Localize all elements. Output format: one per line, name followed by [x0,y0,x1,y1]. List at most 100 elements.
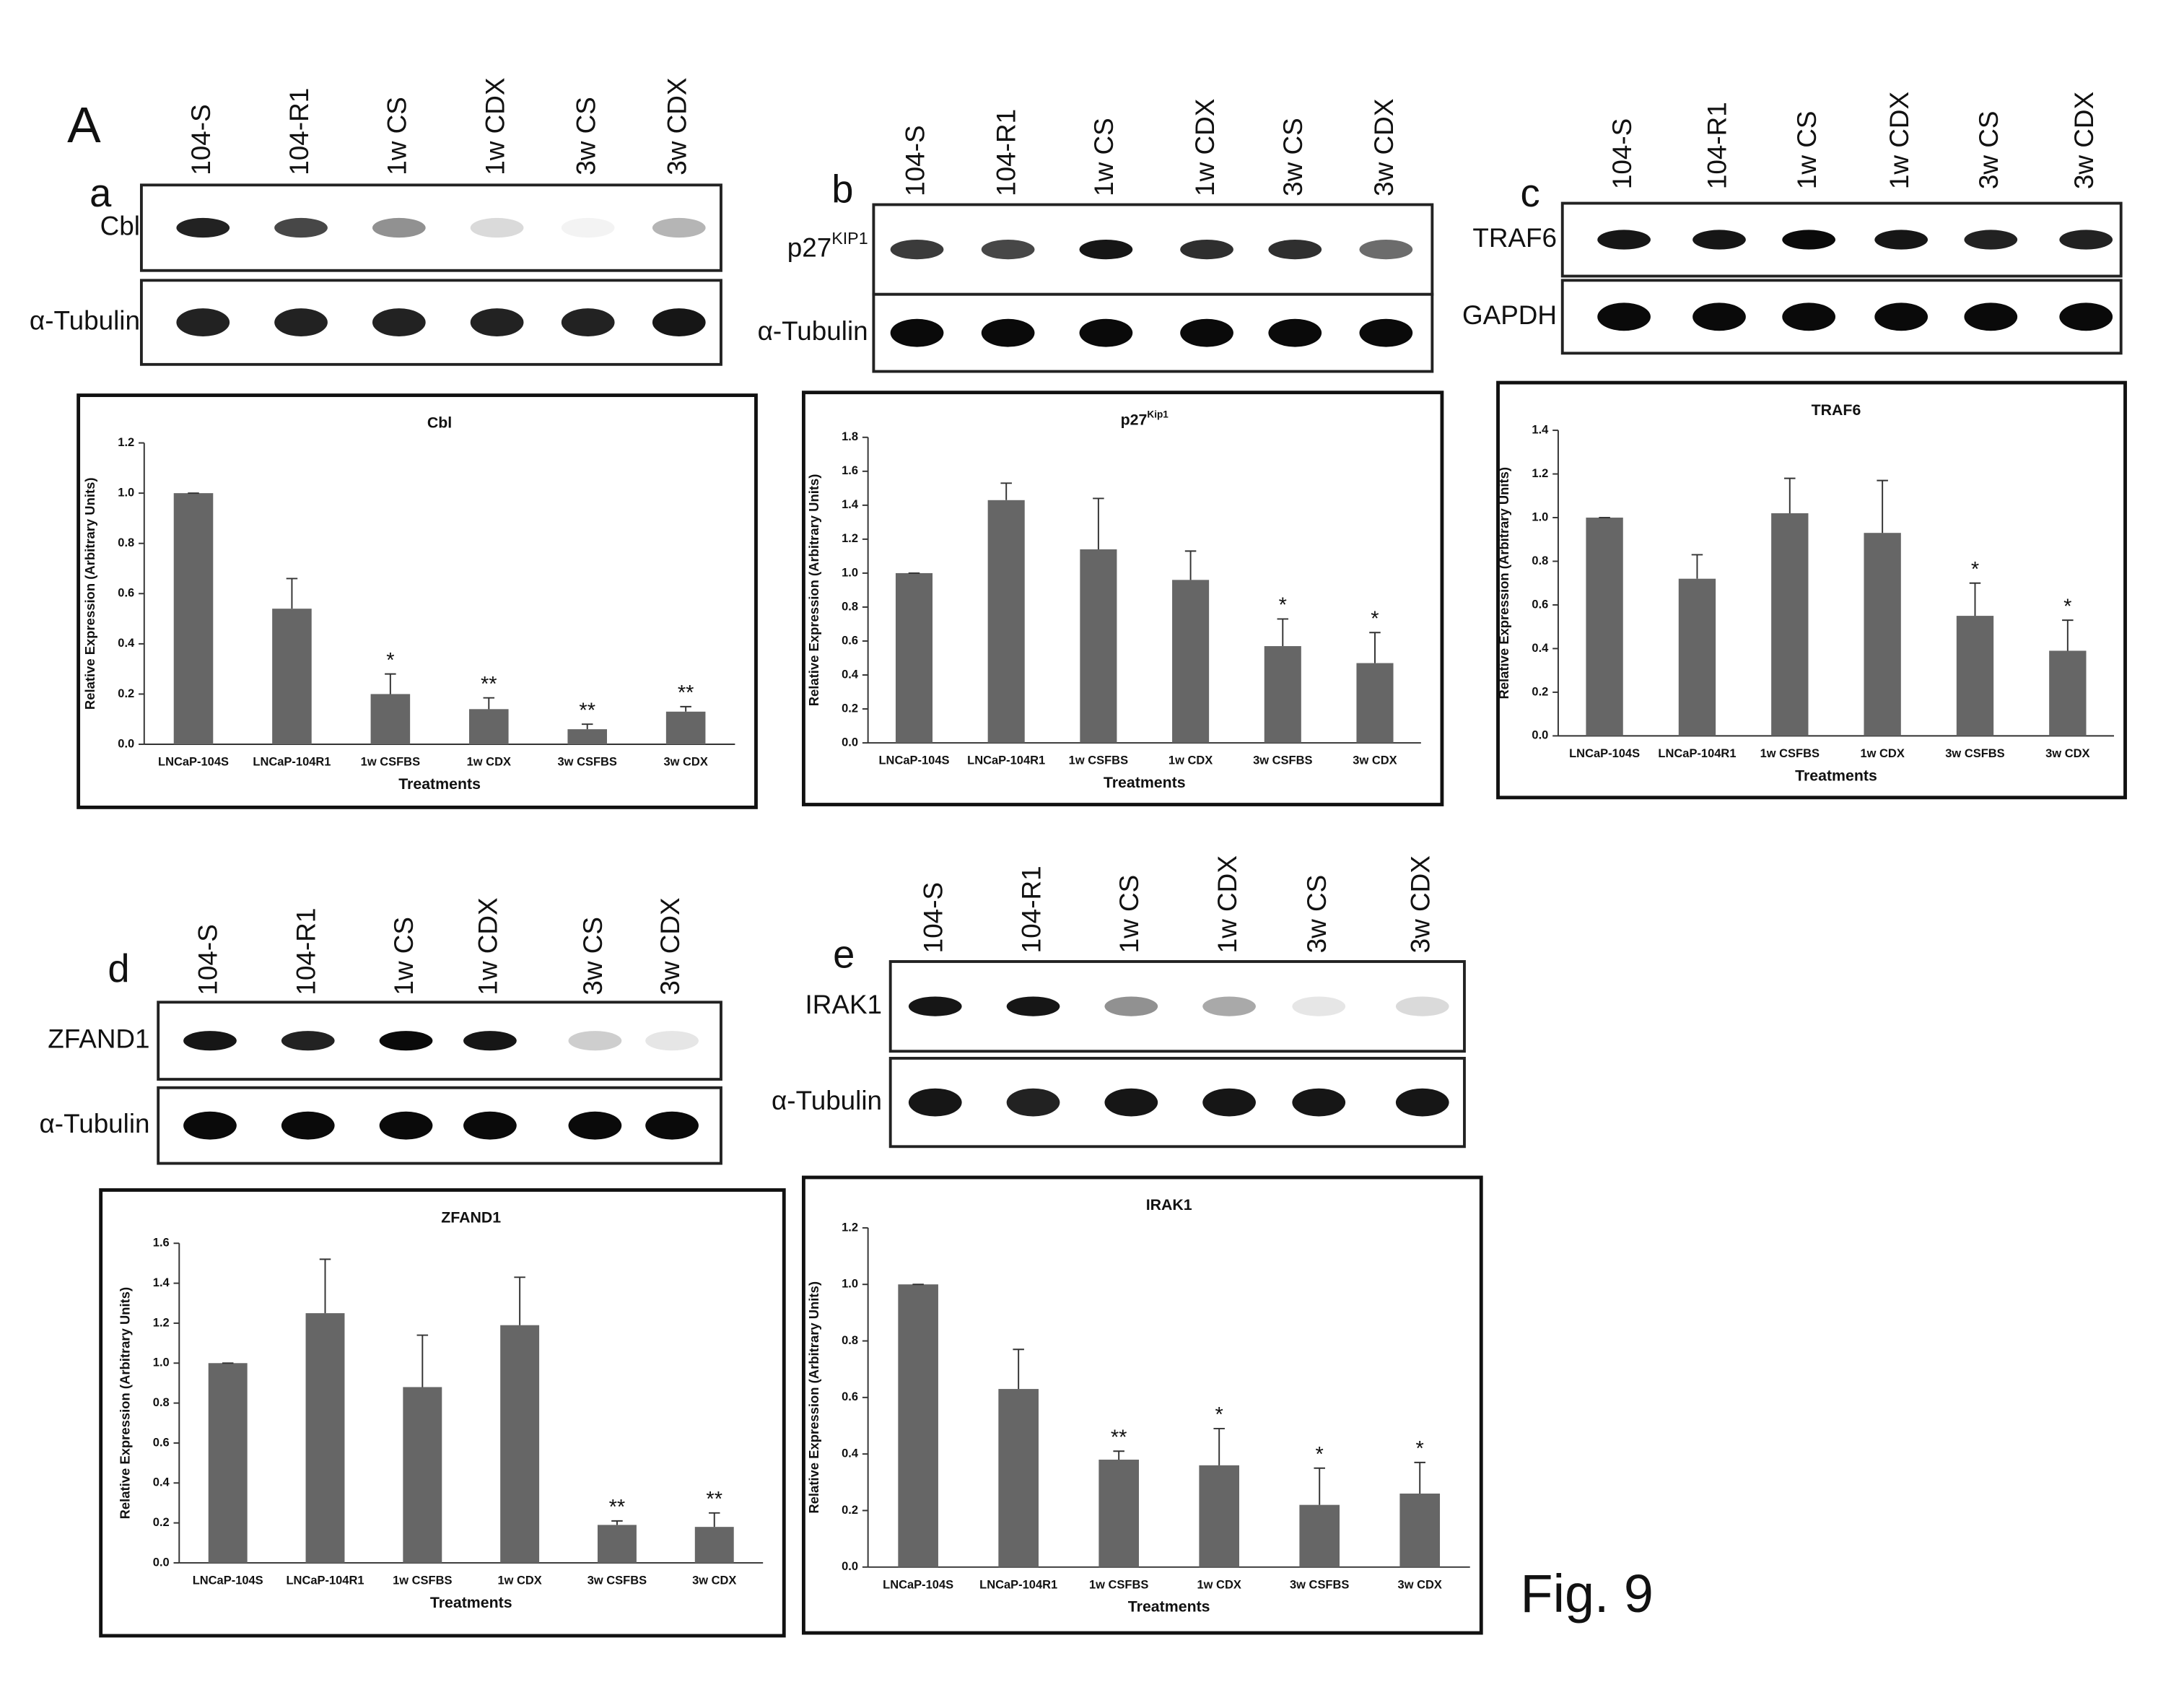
x-axis-label: Treatments [1795,767,1877,784]
y-tick-label: 0.2 [842,702,858,715]
significance-mark: ** [481,673,497,696]
x-tick-label: LNCaP-104R1 [967,754,1045,767]
lane-label: 1w CDX [480,77,510,175]
blot-band [1202,996,1256,1016]
y-tick-label: 1.2 [118,436,134,449]
x-tick-label: LNCaP-104S [193,1574,263,1587]
significance-mark: ** [609,1496,626,1519]
significance-mark: * [1416,1437,1424,1460]
blot-band [281,1111,335,1140]
lane-label: 104-R1 [991,109,1021,196]
blot-band [1268,240,1322,260]
protein-name: α-Tubulin [772,1086,882,1115]
y-tick-label: 0.0 [842,736,858,749]
protein-label: p27KIP1 [787,229,868,262]
lane-label: 1w CDX [1884,92,1914,189]
lane-label: 3w CDX [655,897,685,995]
x-axis-label: Treatments [1104,774,1186,791]
error-bar [286,578,298,609]
lane-label: 104-S [193,924,223,995]
y-tick-label: 0.4 [118,637,135,650]
bar [208,1363,248,1563]
blot-band [1782,302,1836,331]
bar [597,1525,637,1563]
y-tick-label: 1.2 [842,1221,858,1234]
lane-label: 104-S [186,104,216,175]
blot-band [890,240,944,260]
error-bar [1277,618,1289,647]
bar [665,711,706,745]
y-tick-label: 0.2 [118,687,134,700]
blot-band [372,308,426,336]
lane-label: 3w CDX [663,77,692,175]
x-tick-label: LNCaP-104S [883,1578,953,1591]
panel-letter: c [1521,171,1540,215]
error-bar [2062,619,2074,651]
blot-frame [1560,201,2123,278]
x-tick-label: 3w CSFBS [558,756,617,769]
bar [998,1389,1039,1567]
x-tick-label: LNCaP-104S [158,756,229,769]
chart-title: IRAK1 [1146,1195,1192,1213]
protein-label: ZFAND1 [48,1024,149,1053]
bar [1264,646,1301,744]
blot-band [568,1111,622,1140]
lane-label: 3w CS [578,917,608,995]
error-bar [1013,1348,1024,1390]
lane-label: 1w CS [1089,118,1119,196]
blot-band [1964,302,2018,331]
blot-band [561,217,615,238]
error-bar [611,1520,623,1525]
blot-frame [872,292,1434,373]
blot-band [176,308,230,336]
panel-letter: d [108,946,129,990]
significance-mark: * [1279,594,1287,617]
bar [1586,518,1623,736]
blot-band [1104,1088,1158,1117]
blot-band [1292,996,1346,1016]
blot-band [645,1111,699,1140]
bar [898,1284,938,1567]
blot-band [1104,996,1158,1016]
lane-label: 3w CS [1278,118,1308,196]
bar [2049,650,2087,736]
y-tick-label: 0.2 [1532,685,1548,698]
lane-label: 104-R1 [291,908,320,995]
panel-label: A [67,97,101,153]
x-tick-label: 3w CDX [663,756,707,769]
x-tick-label: 3w CDX [2045,747,2089,760]
lane-label: 3w CDX [1369,99,1399,196]
protein-name: TRAF6 [1472,223,1557,253]
blot-band [463,1031,517,1051]
blot-frame [139,279,722,366]
lane-label: 1w CDX [1213,855,1242,953]
error-bar [1213,1427,1225,1465]
x-tick-label: 1w CDX [1860,747,1904,760]
y-tick-label: 0.2 [153,1516,170,1529]
significance-mark: ** [706,1488,722,1511]
y-axis-label: Relative Expression (Arbitrary Units) [806,474,821,707]
lane-label: 3w CDX [1406,855,1436,953]
blot-band [470,217,524,238]
blot-frame [888,1057,1466,1149]
blot-band [1597,302,1651,331]
bar [370,694,411,745]
x-tick-label: 1w CDX [1169,754,1213,767]
blot-band [176,217,230,238]
protein-label: GAPDH [1462,300,1557,330]
blot-band [1180,318,1233,347]
blot-band [1964,230,2018,250]
lane-label: 104-S [900,125,930,196]
x-tick-label: LNCaP-104R1 [286,1574,364,1587]
y-tick-label: 0.8 [842,600,858,613]
error-bar [1184,550,1197,580]
lane-label: 1w CDX [473,897,503,995]
error-bar [416,1334,429,1387]
protein-label: IRAK1 [805,990,882,1019]
blot-band [1006,996,1060,1016]
y-tick-label: 0.6 [1532,598,1548,611]
protein-name: GAPDH [1462,300,1557,330]
significance-mark: * [1371,607,1379,630]
significance-mark: ** [678,681,694,705]
y-tick-label: 0.6 [842,634,858,647]
